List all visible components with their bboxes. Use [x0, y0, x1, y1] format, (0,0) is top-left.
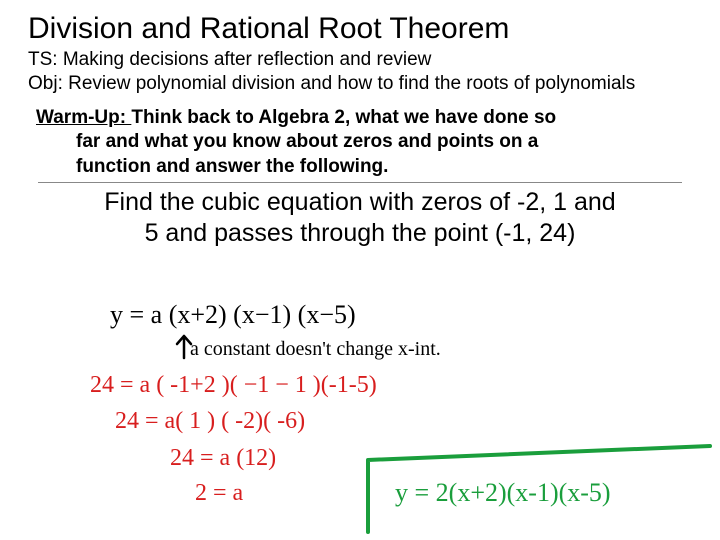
hw-red-step4: 2 = a [195, 480, 243, 507]
problem-text: Find the cubic equation with zeros of -2… [28, 185, 692, 252]
divider [38, 182, 682, 183]
hw-red-step1: 24 = a ( -1+2 )( −1 − 1 )(-1-5) [90, 372, 377, 399]
hw-equation-factored: y = a (x+2) (x−1) (x−5) [110, 300, 356, 330]
warmup-line2: far and what you know about zeros and po… [36, 130, 684, 155]
obj-line: Obj: Review polynomial division and how … [28, 72, 692, 96]
answer-box-icon [360, 440, 700, 520]
hw-red-step2: 24 = a( 1 ) ( -2)( -6) [115, 408, 305, 435]
warmup-line1: Think back to Algebra 2, what we have do… [131, 107, 556, 128]
hw-constant-note: a constant doesn't change x-int. [190, 338, 441, 361]
arrow-icon [170, 330, 200, 360]
slide-title: Division and Rational Root Theorem [28, 12, 692, 46]
warmup-label: Warm-Up: [36, 107, 131, 128]
hw-red-step3: 24 = a (12) [170, 445, 276, 472]
problem-line2: 5 and passes through the point (-1, 24) [145, 219, 576, 247]
warmup-block: Warm-Up: Think back to Algebra 2, what w… [28, 106, 692, 180]
warmup-line3: function and answer the following. [36, 155, 684, 180]
hw-green-answer: y = 2(x+2)(x-1)(x-5) [395, 478, 611, 508]
ts-line: TS: Making decisions after reflection an… [28, 48, 692, 72]
problem-line1: Find the cubic equation with zeros of -2… [104, 188, 615, 216]
